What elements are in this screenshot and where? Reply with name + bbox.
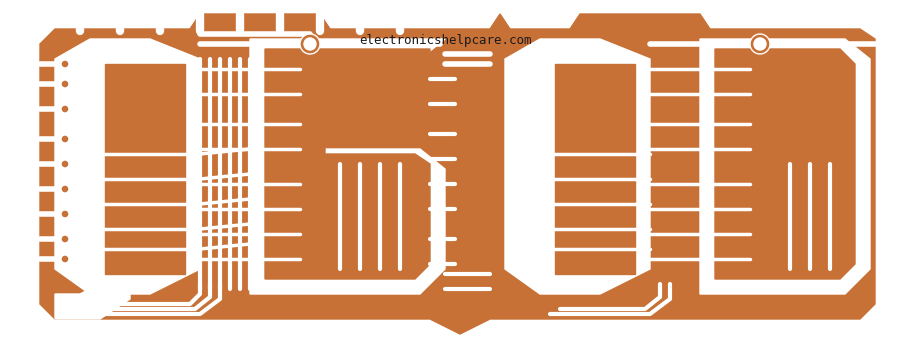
Polygon shape xyxy=(40,14,875,334)
Circle shape xyxy=(61,135,69,143)
Circle shape xyxy=(61,105,69,113)
Circle shape xyxy=(754,38,766,50)
Polygon shape xyxy=(250,39,445,294)
Circle shape xyxy=(61,80,69,88)
Polygon shape xyxy=(505,39,650,294)
Circle shape xyxy=(61,185,69,193)
Circle shape xyxy=(61,60,69,68)
Circle shape xyxy=(61,210,69,218)
Circle shape xyxy=(304,38,316,50)
Circle shape xyxy=(300,34,320,54)
Polygon shape xyxy=(55,139,130,319)
Polygon shape xyxy=(105,64,185,274)
Polygon shape xyxy=(700,39,870,294)
Polygon shape xyxy=(265,49,430,279)
Polygon shape xyxy=(715,49,855,279)
Polygon shape xyxy=(555,64,635,274)
Circle shape xyxy=(750,34,770,54)
Circle shape xyxy=(61,235,69,243)
Circle shape xyxy=(61,255,69,263)
Circle shape xyxy=(61,160,69,168)
Polygon shape xyxy=(55,39,200,294)
Text: electronicshelpcare.com: electronicshelpcare.com xyxy=(359,34,532,47)
